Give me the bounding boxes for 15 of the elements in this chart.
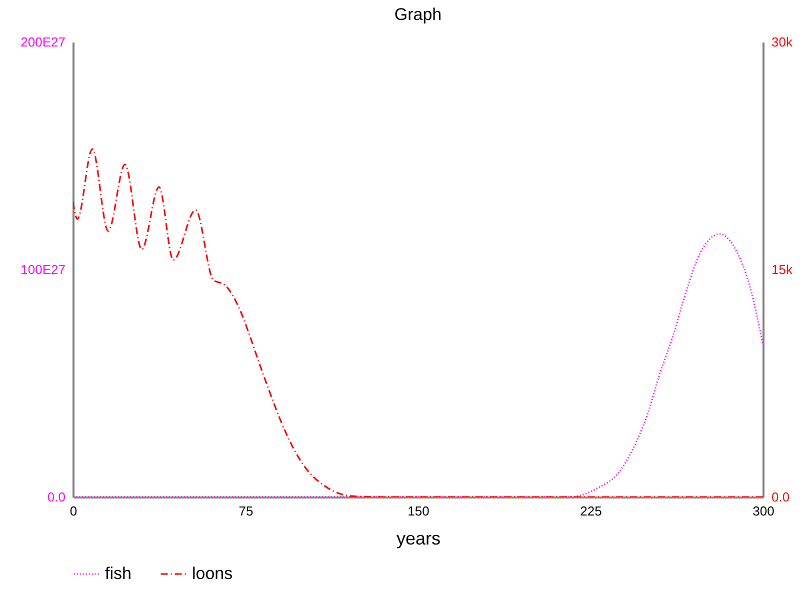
y2-tick-label: 30k: [772, 34, 793, 50]
x-tick-label: 300: [752, 504, 774, 518]
x-axis-title: years: [396, 528, 441, 548]
chart-title: Graph: [394, 5, 442, 24]
x-tick-label: 150: [408, 504, 430, 518]
y2-tick-label: 15k: [772, 262, 793, 277]
legend-label: fish: [105, 564, 132, 583]
x-tick-label: 0: [70, 504, 78, 518]
y2-tick-label: 0.0: [772, 490, 790, 504]
y-tick-label: 0.0: [47, 490, 66, 504]
x-tick-label: 75: [238, 504, 254, 518]
y-tick-label: 200E27: [20, 34, 66, 50]
x-tick-label: 225: [580, 504, 602, 518]
y-tick-label: 100E27: [20, 262, 66, 277]
legend-label: loons: [192, 564, 233, 583]
